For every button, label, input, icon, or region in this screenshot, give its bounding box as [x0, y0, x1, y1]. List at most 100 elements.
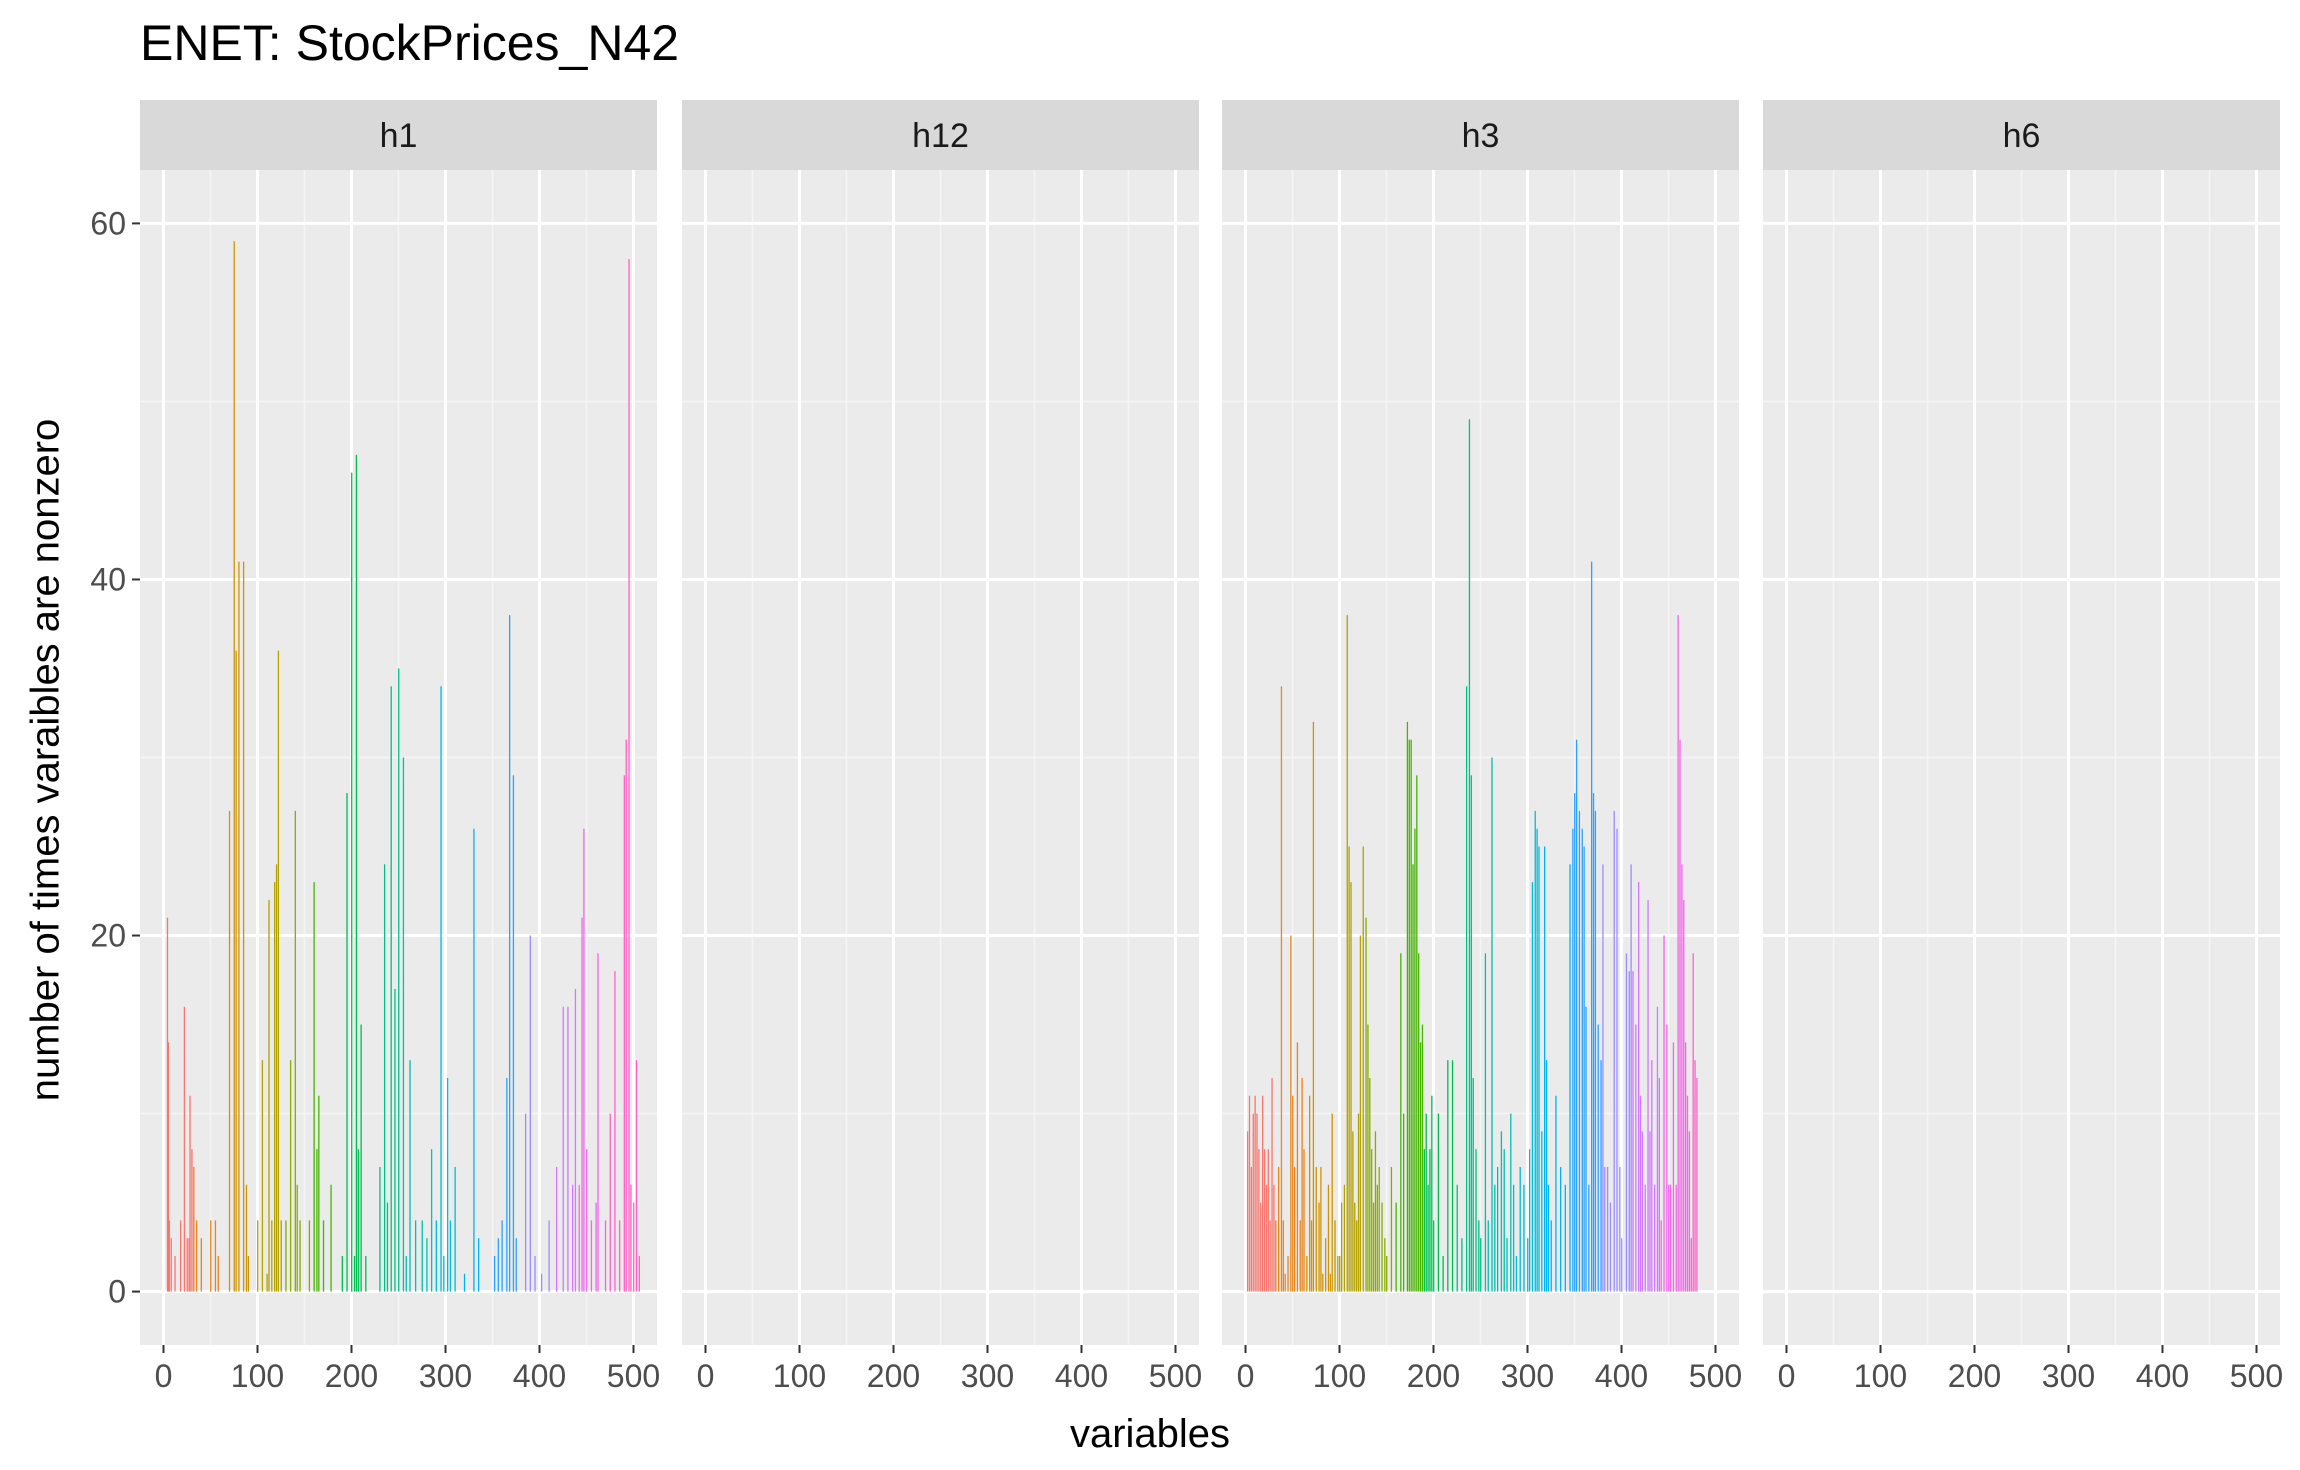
bar	[200, 1238, 202, 1292]
y-tick-label: 60	[90, 205, 126, 241]
bar	[261, 1060, 264, 1292]
bar	[289, 1060, 292, 1292]
bar	[1318, 1202, 1320, 1292]
bar	[1632, 971, 1634, 1292]
bar	[578, 1184, 580, 1292]
bar	[1651, 1060, 1653, 1292]
bar	[1572, 828, 1574, 1292]
bar	[1423, 1149, 1425, 1292]
bar	[1613, 810, 1615, 1292]
bar	[1447, 1060, 1449, 1292]
bar	[506, 1077, 508, 1292]
bar	[638, 1255, 641, 1292]
bar	[357, 1149, 359, 1292]
bar	[257, 1220, 259, 1292]
bar	[1320, 1166, 1322, 1292]
bar	[567, 1006, 569, 1292]
bar	[1354, 1202, 1356, 1292]
bar	[277, 650, 280, 1292]
bar	[562, 1006, 564, 1292]
bar	[1625, 953, 1628, 1292]
bar	[1639, 1095, 1642, 1292]
facet-label: h1	[380, 117, 418, 155]
y-tick-label: 20	[90, 918, 126, 954]
bar	[604, 1220, 607, 1292]
bar	[571, 1184, 574, 1292]
bar	[1461, 1238, 1463, 1292]
bar	[630, 1184, 632, 1292]
bar	[379, 1166, 381, 1292]
bar	[1681, 864, 1683, 1292]
bar	[233, 241, 235, 1292]
bar	[1390, 1166, 1393, 1292]
bar	[1534, 810, 1536, 1292]
bar	[346, 793, 348, 1292]
bar	[167, 1042, 170, 1292]
bar	[1260, 1202, 1262, 1292]
bar	[1465, 686, 1468, 1292]
bar	[1416, 775, 1418, 1292]
bar	[1414, 828, 1416, 1292]
bar	[1437, 1113, 1440, 1292]
bar	[217, 1255, 219, 1292]
bar	[446, 1077, 449, 1292]
bar	[1496, 1166, 1499, 1292]
x-tick-label: 300	[961, 1358, 1014, 1394]
bar	[285, 1220, 287, 1292]
facet-strip	[1222, 100, 1739, 170]
bar	[183, 1006, 186, 1292]
bar	[308, 1220, 311, 1292]
x-tick-label: 400	[1055, 1358, 1108, 1394]
bar	[242, 561, 245, 1292]
bar	[1512, 1184, 1515, 1292]
bar	[597, 953, 599, 1292]
bar	[1675, 1184, 1677, 1292]
bar	[1574, 793, 1576, 1292]
bar	[1410, 739, 1412, 1292]
bar	[1310, 1220, 1313, 1292]
facet-label: h12	[912, 117, 969, 155]
bar	[473, 828, 475, 1292]
x-tick-label: 400	[2136, 1358, 2189, 1394]
bar	[1690, 1238, 1692, 1292]
bar	[1668, 1184, 1670, 1292]
bar	[1583, 846, 1585, 1292]
facet-strip	[682, 100, 1199, 170]
bar	[1649, 1131, 1651, 1292]
bar	[534, 1255, 536, 1292]
bar	[188, 1238, 190, 1292]
y-axis-label: number of times varaibles are nonzero	[23, 418, 68, 1102]
bar	[1369, 1077, 1371, 1292]
x-tick-label: 300	[2042, 1358, 2095, 1394]
bar	[586, 1149, 588, 1292]
bar	[1515, 1255, 1518, 1292]
bar	[1456, 1184, 1458, 1292]
bar	[1527, 1238, 1529, 1292]
bar	[247, 1255, 249, 1292]
bar	[1487, 1220, 1489, 1292]
bar	[383, 864, 386, 1292]
bar	[341, 1255, 343, 1292]
bar	[1494, 1184, 1496, 1292]
bar	[313, 882, 315, 1292]
bar	[614, 971, 616, 1292]
bar	[463, 1273, 466, 1292]
bar	[1322, 1273, 1324, 1292]
bar	[294, 810, 296, 1292]
bar	[280, 1220, 282, 1292]
bar	[1248, 1095, 1251, 1292]
bar	[1688, 1131, 1691, 1292]
bar	[449, 1220, 452, 1292]
x-tick-label: 400	[513, 1358, 566, 1394]
bar	[195, 1220, 198, 1292]
bar	[1303, 1149, 1305, 1292]
bar	[1337, 1255, 1339, 1292]
bar	[1592, 793, 1595, 1292]
bar	[1292, 1095, 1294, 1292]
bar	[583, 828, 585, 1292]
bar	[1433, 1220, 1435, 1292]
bar	[1378, 1166, 1380, 1292]
bar	[548, 1220, 550, 1292]
y-tick-label: 40	[90, 561, 126, 597]
bar	[1658, 1077, 1660, 1292]
